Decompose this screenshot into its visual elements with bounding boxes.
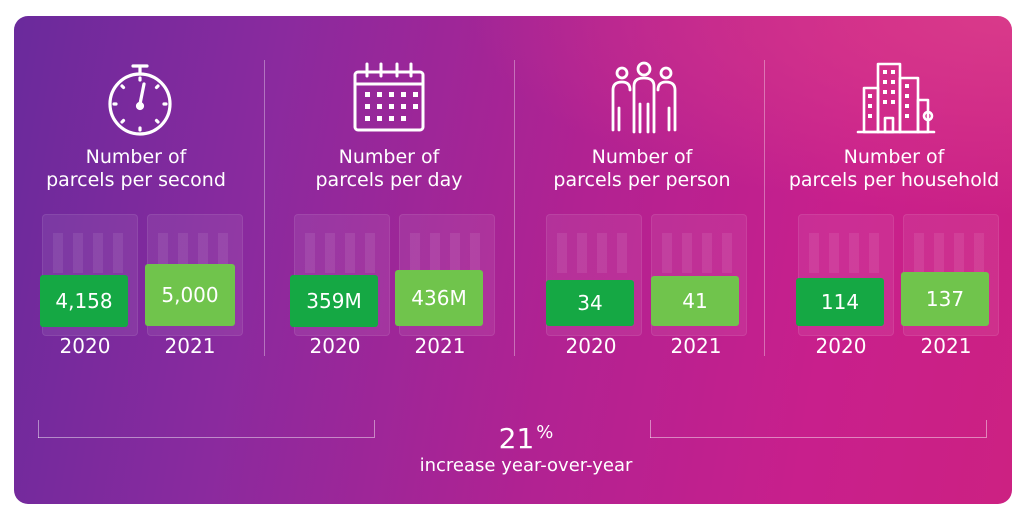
bracket-left-line <box>38 437 374 438</box>
divider <box>764 60 765 356</box>
year-2021: 2021 <box>164 334 216 358</box>
infographic-card: Number of parcels per second 4,158 5,000… <box>14 16 1012 504</box>
value-2021: 5,000 <box>145 264 235 326</box>
buildings-icon <box>856 60 936 136</box>
divider <box>514 60 515 356</box>
panel-title: Number of parcels per person <box>514 146 770 192</box>
divider <box>264 60 265 356</box>
value-2021: 436M <box>395 270 483 326</box>
title-line-2: parcels per person <box>553 169 731 191</box>
people-icon <box>604 60 684 136</box>
summary-value: 21% <box>388 416 664 456</box>
value-2020: 4,158 <box>40 275 128 327</box>
panel-per-household: Number of parcels per household 114 137 … <box>764 16 1012 376</box>
title-line-2: parcels per day <box>315 169 463 191</box>
value-2020: 114 <box>796 278 884 326</box>
bracket-left-tick <box>38 420 39 438</box>
value-2021: 137 <box>901 272 989 326</box>
value-2020: 34 <box>546 280 634 326</box>
panel-per-second: Number of parcels per second 4,158 5,000… <box>14 16 264 376</box>
year-2020: 2020 <box>59 334 111 358</box>
title-line-1: Number of <box>85 146 187 168</box>
title-line-1: Number of <box>338 146 440 168</box>
panel-title: Number of parcels per household <box>762 146 1012 192</box>
summary-unit: % <box>536 422 554 443</box>
calendar-icon <box>349 60 429 136</box>
panel-title: Number of parcels per day <box>264 146 514 192</box>
value-2020: 359M <box>290 275 378 327</box>
year-2020: 2020 <box>309 334 361 358</box>
value-2021: 41 <box>651 276 739 326</box>
year-2021: 2021 <box>920 334 972 358</box>
year-2021: 2021 <box>414 334 466 358</box>
year-2020: 2020 <box>565 334 617 358</box>
bracket-right-tick <box>986 420 987 438</box>
year-2020: 2020 <box>815 334 867 358</box>
title-line-1: Number of <box>843 146 945 168</box>
title-line-2: parcels per second <box>46 169 226 191</box>
panel-title: Number of parcels per second <box>14 146 258 192</box>
title-line-1: Number of <box>591 146 693 168</box>
year-2021: 2021 <box>670 334 722 358</box>
summary-text: increase year-over-year <box>419 455 633 476</box>
stopwatch-icon <box>100 60 180 136</box>
bracket-center-right-tick <box>650 420 651 438</box>
summary-number: 21 <box>498 422 535 455</box>
title-line-2: parcels per household <box>788 169 1000 191</box>
bracket-center-left-tick <box>374 420 375 438</box>
panel-per-person: Number of parcels per person 34 41 2020 … <box>514 16 764 376</box>
panel-per-day: Number of parcels per day 359M 436M 2020… <box>264 16 514 376</box>
bracket-right-line <box>650 437 986 438</box>
